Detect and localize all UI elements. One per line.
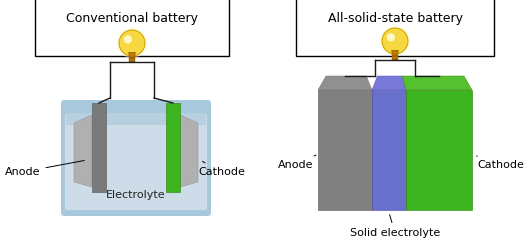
Bar	[92, 103, 106, 192]
Bar	[129, 59, 135, 61]
Text: Electrolyte: Electrolyte	[106, 190, 166, 200]
Circle shape	[117, 28, 147, 58]
Circle shape	[123, 35, 132, 44]
Polygon shape	[318, 76, 372, 90]
Circle shape	[119, 30, 145, 56]
Bar	[166, 103, 180, 192]
Polygon shape	[392, 50, 398, 55]
Bar	[406, 90, 472, 210]
Circle shape	[387, 33, 395, 41]
Circle shape	[380, 26, 410, 56]
Text: Solid electrolyte: Solid electrolyte	[350, 215, 440, 238]
FancyBboxPatch shape	[66, 113, 206, 125]
Polygon shape	[180, 115, 198, 187]
Bar	[318, 90, 372, 210]
Text: Cathode: Cathode	[198, 161, 245, 177]
FancyBboxPatch shape	[61, 100, 211, 216]
Bar	[129, 61, 135, 62]
Text: Conventional battery: Conventional battery	[66, 12, 198, 25]
Bar	[129, 57, 135, 59]
Circle shape	[382, 28, 408, 54]
Bar	[372, 90, 406, 210]
Text: Anode: Anode	[5, 161, 84, 177]
Polygon shape	[402, 76, 472, 90]
Bar	[392, 57, 398, 59]
Text: Anode: Anode	[278, 155, 316, 170]
Polygon shape	[74, 115, 92, 187]
Polygon shape	[372, 76, 406, 90]
Text: All-solid-state battery: All-solid-state battery	[328, 12, 463, 25]
Bar	[392, 55, 398, 57]
Polygon shape	[129, 52, 135, 57]
Bar	[392, 59, 398, 60]
FancyBboxPatch shape	[65, 114, 207, 210]
Text: Cathode: Cathode	[476, 156, 524, 170]
